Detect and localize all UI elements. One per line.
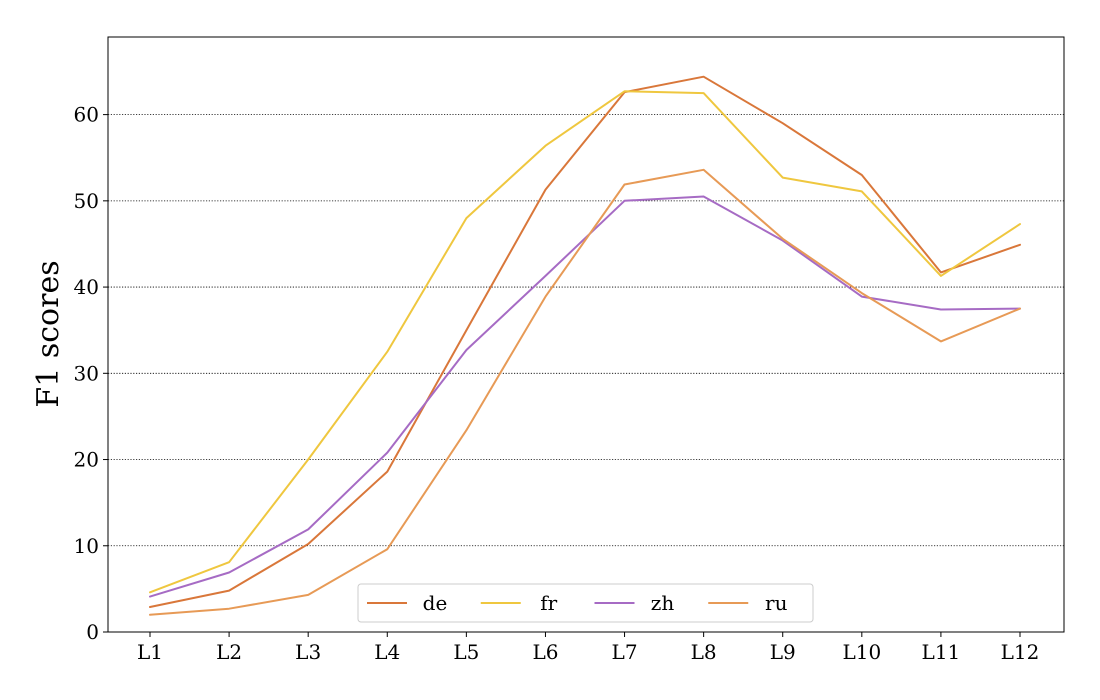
series-line-zh — [149, 195, 1021, 598]
series-line-ru — [149, 168, 1021, 616]
x-tick-label: L5 — [453, 640, 479, 664]
plot-frame — [107, 36, 1065, 633]
x-tick-label: L10 — [842, 640, 881, 664]
y-axis-title: F1 scores — [31, 260, 66, 407]
x-tick-label: L12 — [1001, 640, 1040, 664]
x-tick-label: L6 — [532, 640, 558, 664]
y-tick-label: 20 — [74, 448, 99, 472]
x-tick-label: L9 — [770, 640, 796, 664]
legend: de fr zh ru — [357, 583, 814, 623]
x-tick-label: L1 — [137, 640, 163, 664]
y-tick-label: 40 — [74, 275, 99, 299]
x-tick-label: L3 — [295, 640, 321, 664]
legend-label-ru: ru — [765, 591, 788, 615]
series-line-de — [149, 75, 1021, 608]
x-tick-label: L7 — [612, 640, 638, 664]
x-tick-label: L4 — [374, 640, 400, 664]
grid-layer — [108, 114, 1064, 547]
series-line-fr — [149, 90, 1021, 594]
x-tick-label: L8 — [691, 640, 717, 664]
y-tick-label: 50 — [74, 189, 99, 213]
series-layer — [149, 75, 1021, 616]
y-tick-label: 0 — [86, 620, 99, 644]
legend-label-de: de — [423, 591, 448, 615]
legend-label-zh: zh — [651, 591, 675, 615]
y-tick-label: 60 — [74, 103, 99, 127]
y-tick-label: 10 — [74, 534, 99, 558]
legend-label-fr: fr — [540, 591, 557, 615]
y-tick-label: 30 — [74, 361, 99, 385]
x-tick-label: L2 — [216, 640, 242, 664]
x-tick-label: L11 — [922, 640, 961, 664]
legend-box — [357, 583, 814, 623]
axes-layer: 0 10 20 30 40 50 60 L1 L2 L3 L4 L5 L6 L7 L8 L9 L10 L11 L12 — [74, 103, 1040, 664]
